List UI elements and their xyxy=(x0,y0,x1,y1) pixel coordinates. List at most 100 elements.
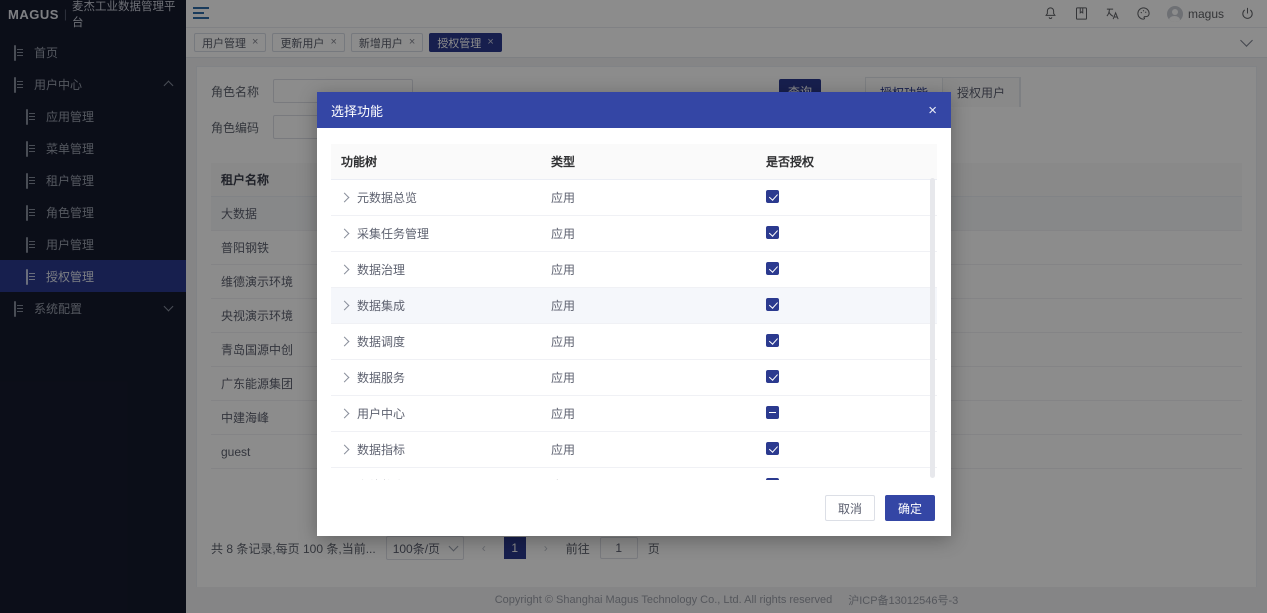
sidebar-item-label: 授权管理 xyxy=(46,269,95,284)
cancel-button[interactable]: 取消 xyxy=(824,495,875,521)
function-row[interactable]: 数据调度 应用 xyxy=(331,323,937,360)
user-chip[interactable]: magus xyxy=(1166,5,1224,22)
close-icon[interactable]: × xyxy=(330,36,337,48)
col-function-tree: 功能树 xyxy=(331,144,541,180)
authorize-checkbox[interactable] xyxy=(766,333,779,347)
cell-function-name: 数据治理 xyxy=(331,251,541,288)
page-number-1[interactable]: 1 xyxy=(503,537,526,559)
authorize-checkbox[interactable] xyxy=(766,297,779,311)
jump-unit: 页 xyxy=(647,541,660,556)
next-page-button[interactable]: › xyxy=(543,541,548,555)
chevron-right-icon[interactable] xyxy=(339,372,350,383)
close-icon[interactable]: × xyxy=(408,36,416,48)
sidebar-item-label: 租户管理 xyxy=(46,173,95,188)
pagination: 共 8 条记录,每页 100 条,当前... 100条/页 ‹ 1 › 前往 1… xyxy=(211,536,660,560)
topbar-icons: magus xyxy=(1043,5,1267,22)
sidebar-item-label: 角色管理 xyxy=(46,205,95,220)
cell-authorize xyxy=(756,215,937,252)
power-icon[interactable] xyxy=(1240,6,1255,21)
tab-2[interactable]: 新增用户 × xyxy=(350,33,424,52)
sidebar-item-6[interactable]: 用户管理 xyxy=(0,228,186,260)
function-name-label: 数据服务 xyxy=(357,371,406,385)
hamburger-icon[interactable] xyxy=(193,7,209,20)
function-row[interactable]: 离线数仓 应用 xyxy=(331,467,937,480)
tab-3[interactable]: 授权管理 × xyxy=(429,33,502,52)
tab-label: 授权管理 xyxy=(437,37,482,50)
cell-function-name: 数据服务 xyxy=(331,359,541,396)
jump-page-input[interactable]: 1 xyxy=(599,537,638,559)
confirm-button[interactable]: 确定 xyxy=(884,495,935,521)
authorize-checkbox[interactable] xyxy=(766,477,779,480)
sidebar-item-0[interactable]: 首页 xyxy=(0,36,186,68)
col-function-type: 类型 xyxy=(541,144,756,180)
sidebar-item-3[interactable]: 菜单管理 xyxy=(0,132,186,164)
authorize-checkbox[interactable] xyxy=(766,261,779,275)
prev-page-button[interactable]: ‹ xyxy=(481,541,486,555)
function-row[interactable]: 数据治理 应用 xyxy=(331,251,937,288)
chevron-right-icon[interactable] xyxy=(339,336,350,347)
page-size-value: 100条/页 xyxy=(392,541,441,556)
tab-label: 更新用户 xyxy=(280,37,325,50)
function-name-label: 数据指标 xyxy=(357,443,406,457)
close-icon[interactable]: × xyxy=(252,36,259,48)
top-bar: magus xyxy=(186,0,1267,28)
function-row[interactable]: 用户中心 应用 xyxy=(331,395,937,432)
function-table-body: 元数据总览 应用 采集任务管理 应用 数据治理 应用 数据集成 应用 数据调度 应用 数据服务 应用用… xyxy=(331,179,937,480)
page-footer: Copyright © Shanghai Magus Technology Co… xyxy=(186,587,1267,613)
authorize-checkbox[interactable] xyxy=(766,369,779,383)
authorize-checkbox[interactable] xyxy=(766,441,779,455)
book-icon[interactable] xyxy=(1074,6,1089,21)
page-size-select[interactable]: 100条/页 xyxy=(385,536,464,560)
cell-authorize xyxy=(756,179,937,216)
sidebar: MAGUS | 麦杰工业数据管理平台 首页 用户中心 应用管理 菜单管理 租户管理 角色管… xyxy=(0,0,186,613)
sidebar-item-5[interactable]: 角色管理 xyxy=(0,196,186,228)
cell-function-name: 用户中心 xyxy=(331,395,541,432)
tab-1[interactable]: 更新用户 × xyxy=(272,33,345,52)
function-table-header-row: 功能树 类型 是否授权 xyxy=(331,144,937,180)
function-name-label: 元数据总览 xyxy=(357,191,418,205)
function-row[interactable]: 数据指标 应用 xyxy=(331,431,937,468)
authorize-checkbox[interactable] xyxy=(766,405,779,419)
footer-copyright: Copyright © Shanghai Magus Technology Co… xyxy=(494,594,833,606)
col-authorized: 是否授权 xyxy=(756,144,937,180)
chevron-right-icon[interactable] xyxy=(339,192,350,203)
translate-icon[interactable] xyxy=(1105,6,1120,21)
palette-icon[interactable] xyxy=(1136,6,1151,21)
function-row[interactable]: 数据服务 应用 xyxy=(331,359,937,396)
chevron-right-icon[interactable] xyxy=(339,228,350,239)
sidebar-item-4[interactable]: 租户管理 xyxy=(0,164,186,196)
function-row[interactable]: 元数据总览 应用 xyxy=(331,179,937,216)
cell-function-type: 应用 xyxy=(541,287,756,324)
sidebar-item-label: 首页 xyxy=(34,45,59,60)
sidebar-item-label: 系统配置 xyxy=(34,301,83,316)
tab-auth-users[interactable]: 授权用户 xyxy=(943,78,1021,107)
close-icon[interactable]: × xyxy=(487,36,494,48)
authorize-checkbox[interactable] xyxy=(766,225,779,239)
sidebar-item-2[interactable]: 应用管理 xyxy=(0,100,186,132)
modal-scrollbar[interactable] xyxy=(930,178,935,478)
close-icon[interactable]: × xyxy=(928,101,937,119)
role-code-label: 角色编码 xyxy=(211,120,260,135)
cell-function-type: 应用 xyxy=(541,251,756,288)
cell-authorize xyxy=(756,323,937,360)
chevron-right-icon[interactable] xyxy=(339,300,350,311)
sidebar-item-8[interactable]: 系统配置 xyxy=(0,292,186,324)
chevron-right-icon[interactable] xyxy=(339,264,350,275)
modal-header: 选择功能 × xyxy=(317,92,951,128)
function-name-label: 采集任务管理 xyxy=(357,227,430,241)
bell-icon[interactable] xyxy=(1043,6,1058,21)
modal-body: 功能树 类型 是否授权 元数据总览 应用 采集任务管理 应用 数据治理 应用 数据集成 应用数… xyxy=(317,128,951,480)
sidebar-item-1[interactable]: 用户中心 xyxy=(0,68,186,100)
tab-0[interactable]: 用户管理 × xyxy=(194,33,267,52)
cell-function-type: 应用 xyxy=(541,215,756,252)
function-row[interactable]: 采集任务管理 应用 xyxy=(331,215,937,252)
chevron-right-icon[interactable] xyxy=(339,444,350,455)
sidebar-item-7[interactable]: 授权管理 xyxy=(0,260,186,292)
function-name-label: 数据治理 xyxy=(357,263,406,277)
function-row[interactable]: 数据集成 应用 xyxy=(331,287,937,324)
cell-function-type: 应用 xyxy=(541,467,756,480)
tab-bar: 用户管理 × 更新用户 × 新增用户 × 授权管理 × xyxy=(186,28,1267,58)
authorize-checkbox[interactable] xyxy=(766,189,779,203)
chevron-right-icon[interactable] xyxy=(339,408,350,419)
cell-function-type: 应用 xyxy=(541,179,756,216)
